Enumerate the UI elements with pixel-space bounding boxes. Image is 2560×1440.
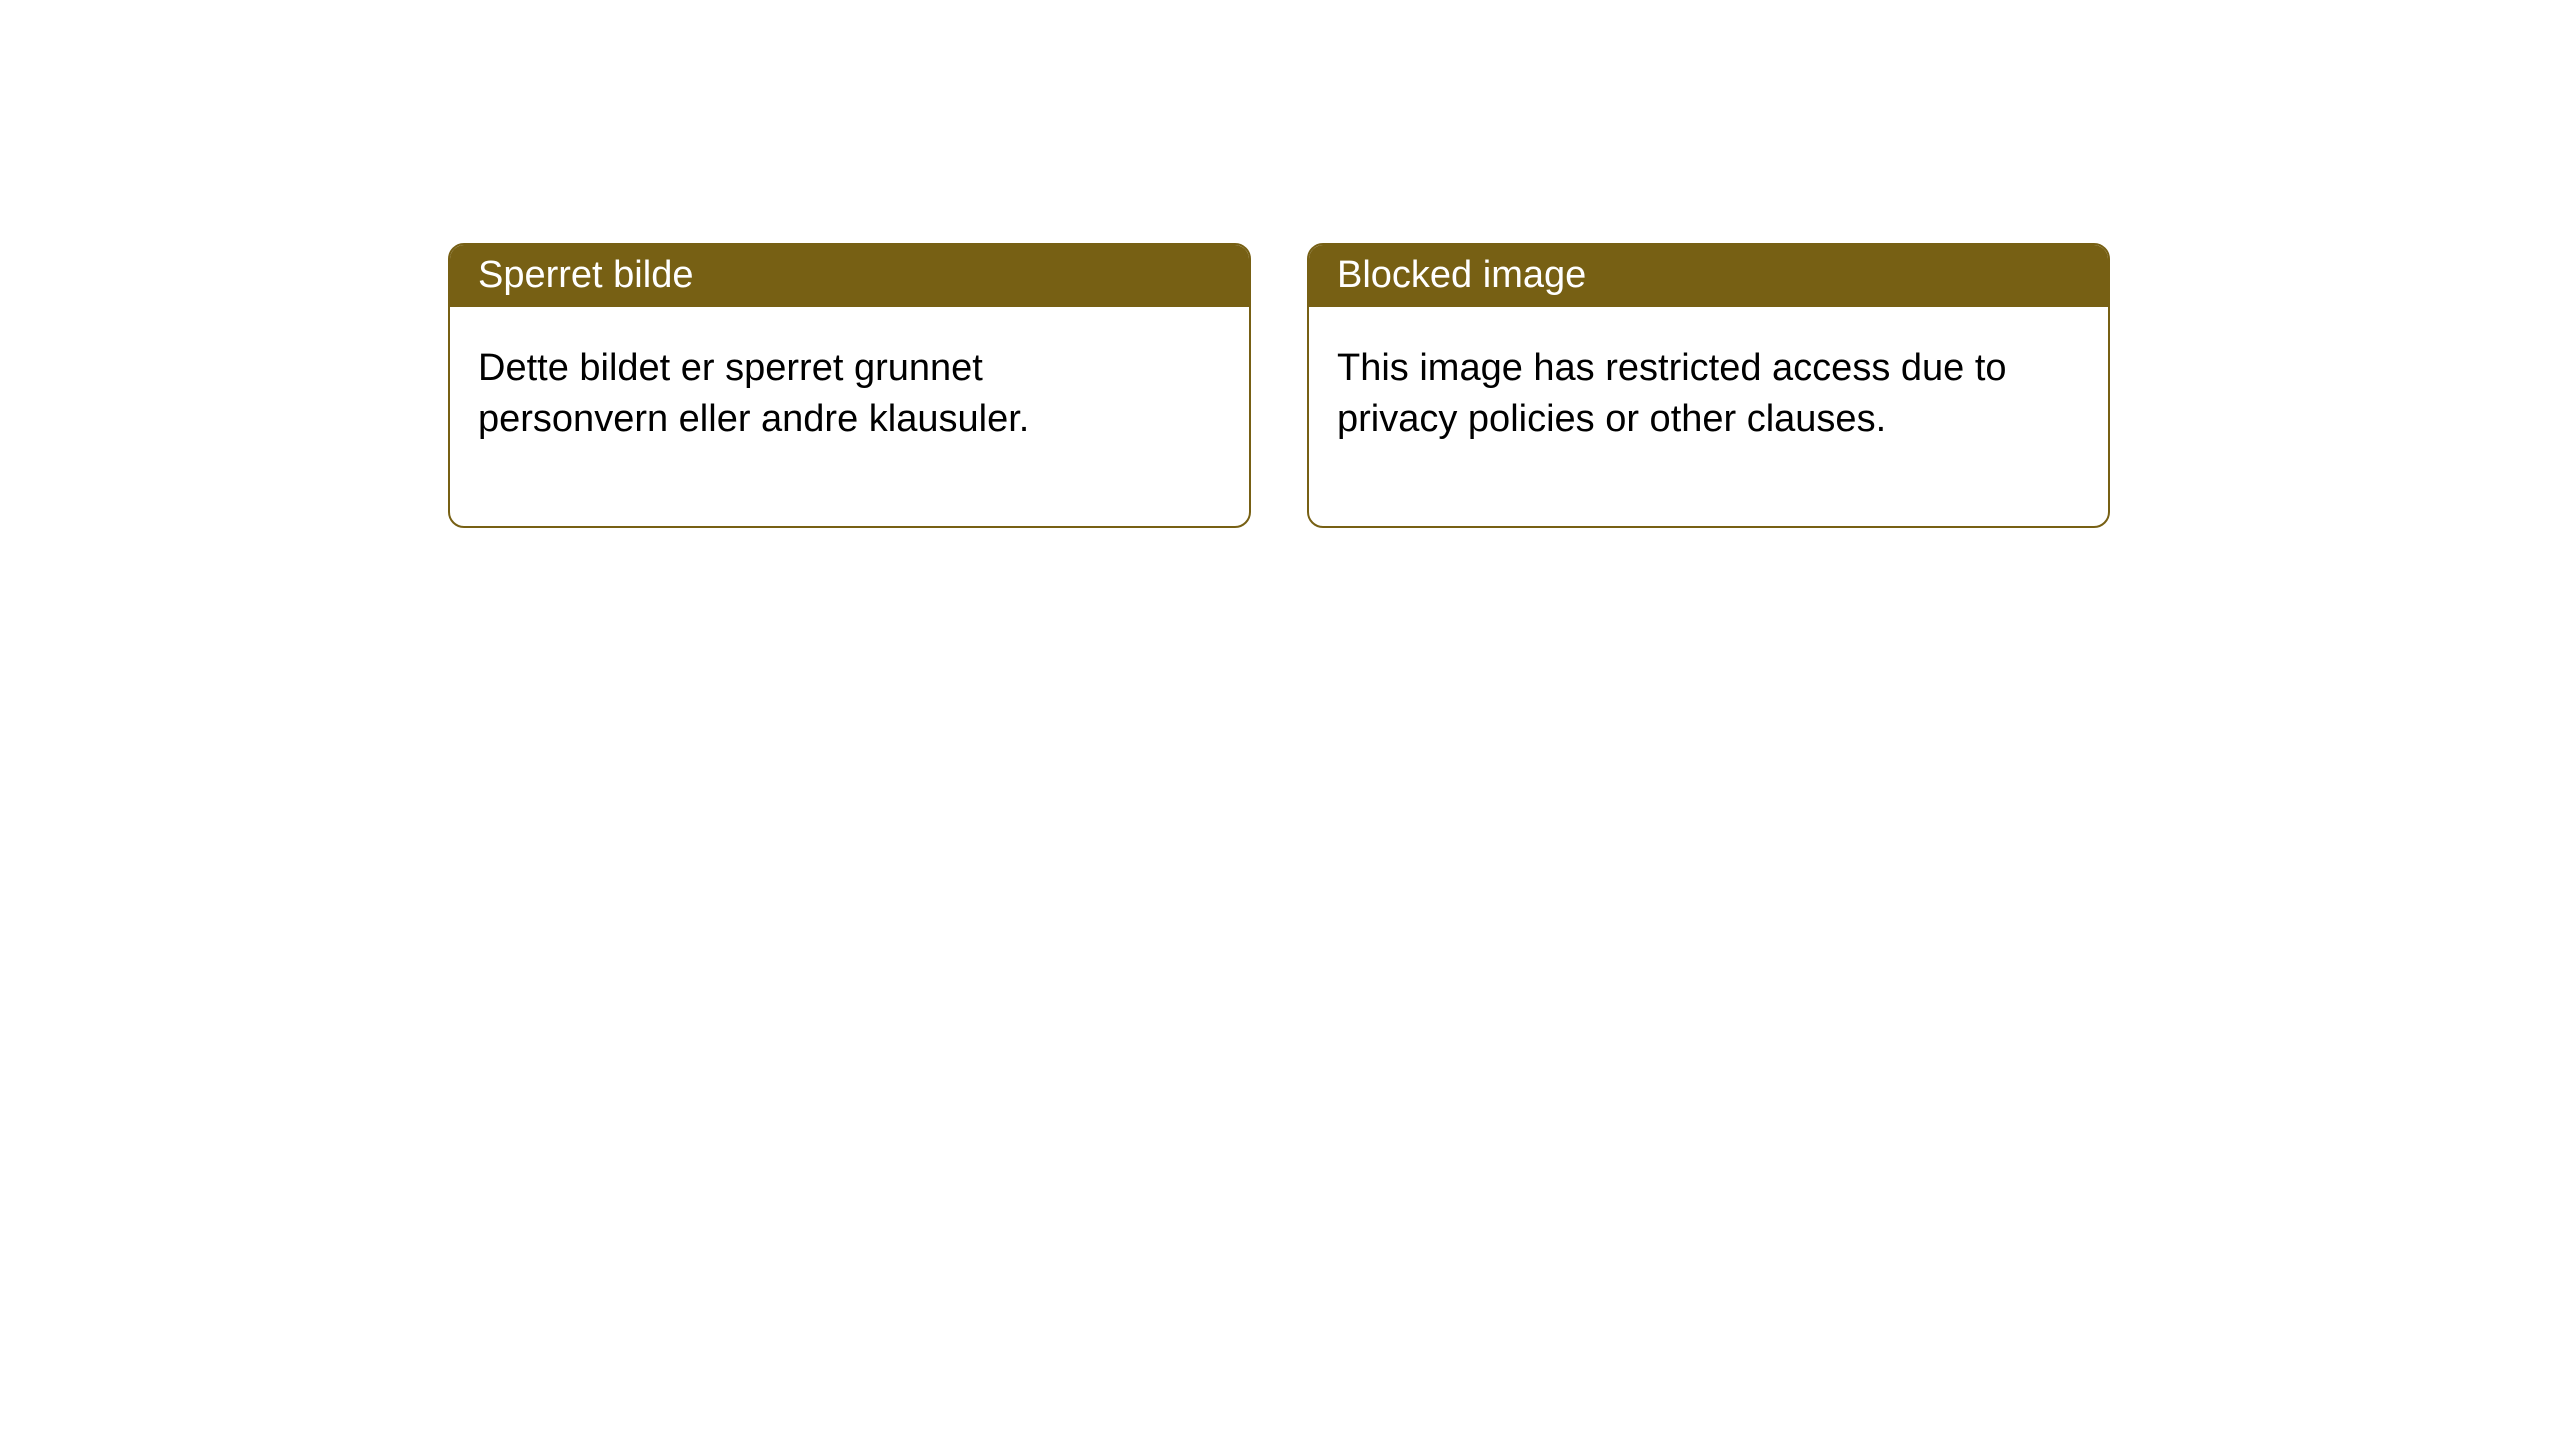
notice-title: Blocked image (1309, 245, 2108, 307)
notice-body: This image has restricted access due to … (1309, 307, 2049, 526)
notice-body: Dette bildet er sperret grunnet personve… (450, 307, 1190, 526)
notice-title: Sperret bilde (450, 245, 1249, 307)
notice-card-norwegian: Sperret bilde Dette bildet er sperret gr… (448, 243, 1251, 528)
notice-container: Sperret bilde Dette bildet er sperret gr… (0, 0, 2560, 528)
notice-card-english: Blocked image This image has restricted … (1307, 243, 2110, 528)
